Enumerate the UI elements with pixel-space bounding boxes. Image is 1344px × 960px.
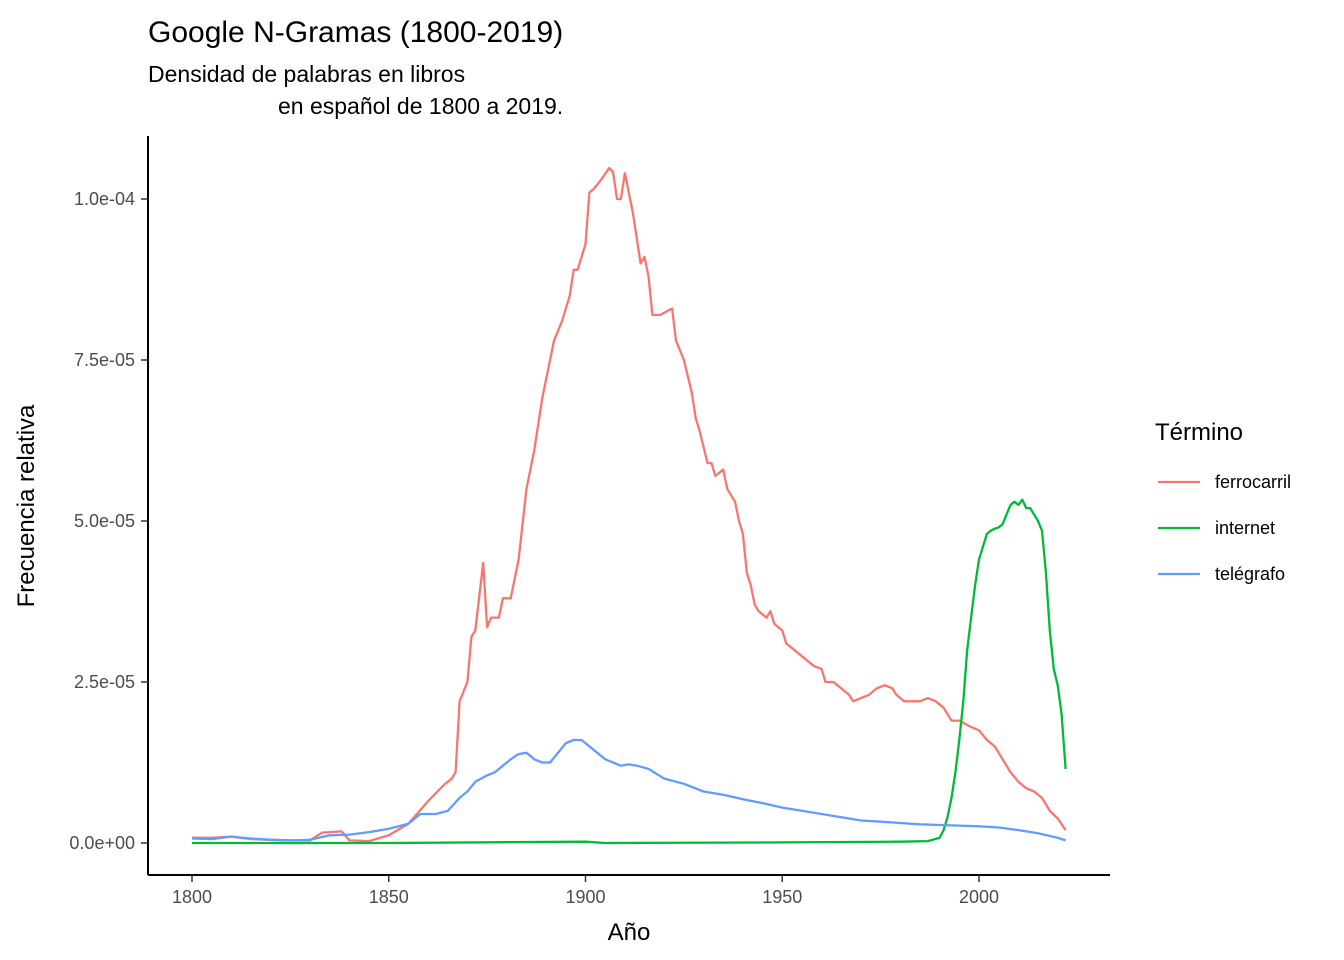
x-axis-title: Año — [608, 919, 651, 946]
legend: Término ferrocarril internet telégrafo — [1155, 419, 1291, 584]
chart-subtitle-line-1: Densidad de palabras en libros — [148, 61, 465, 87]
series-line-ferrocarril — [192, 166, 1067, 843]
x-tick-label: 1800 — [172, 887, 212, 907]
y-tick-label: 5.0e-05 — [74, 511, 135, 531]
series-group — [191, 166, 1067, 845]
x-tick-label: 1950 — [762, 887, 802, 907]
legend-label: internet — [1215, 518, 1275, 538]
x-tick-label: 2000 — [959, 887, 999, 907]
x-tick-label: 1900 — [565, 887, 605, 907]
legend-title: Término — [1155, 419, 1243, 446]
chart-title: Google N-Gramas (1800-2019) — [148, 16, 563, 49]
y-axis-title: Frecuencia relativa — [13, 404, 40, 607]
y-tick-label: 1.0e-04 — [74, 189, 135, 209]
series-line-internet — [192, 498, 1067, 845]
x-tick-label: 1850 — [369, 887, 409, 907]
x-axis-ticks: 1800 1850 1900 1950 2000 — [172, 875, 999, 907]
y-tick-label: 7.5e-05 — [74, 350, 135, 370]
legend-label: telégrafo — [1215, 564, 1285, 584]
y-axis-ticks: 0.0e+00 2.5e-05 5.0e-05 7.5e-05 1.0e-04 — [69, 189, 148, 853]
y-tick-label: 2.5e-05 — [74, 672, 135, 692]
series-line-telégrafo — [191, 738, 1066, 842]
chart-subtitle-line-2: en español de 1800 a 2019. — [278, 93, 563, 119]
legend-label: ferrocarril — [1215, 472, 1291, 492]
y-tick-label: 0.0e+00 — [69, 833, 135, 853]
